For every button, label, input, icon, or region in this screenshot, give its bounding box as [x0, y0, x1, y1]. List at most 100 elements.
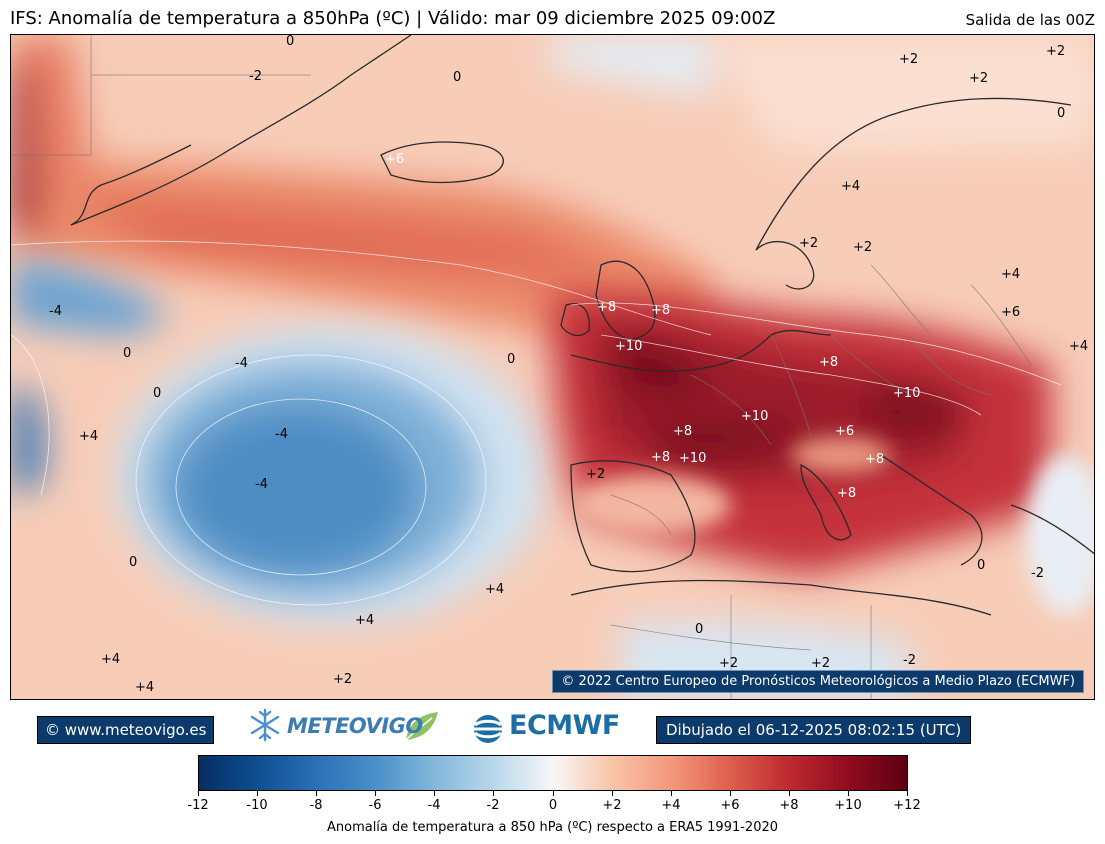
- colorbar-caption: Anomalía de temperatura a 850 hPa (ºC) r…: [326, 820, 779, 835]
- snowflake-icon: [250, 708, 280, 742]
- contour-label: +2: [969, 71, 988, 86]
- colorbar-tick-label: -6: [368, 798, 382, 813]
- colorbar-tick-label: -12: [187, 798, 209, 813]
- italy-outline: [800, 463, 852, 541]
- contour-label: +2: [899, 52, 918, 67]
- colorbar-tick-mark: [316, 791, 317, 796]
- colorbar-tick-label: -4: [427, 798, 441, 813]
- iceland-outline: [380, 141, 504, 184]
- colorbar: [198, 755, 908, 791]
- colorbar-ticks: -12 -10 -8 -6 -4 -2 0 +2 +4 +6 +8 +10 +12: [187, 791, 921, 813]
- contour-label: +8: [837, 486, 856, 501]
- warm-anomaly-bands: [11, 35, 1094, 365]
- colorbar-tick-mark: [907, 791, 908, 796]
- colorbar-tick-mark: [434, 791, 435, 796]
- great-britain-outline: [595, 260, 656, 341]
- meteovigo-logo: [250, 708, 438, 742]
- contour-label: +6: [385, 152, 404, 167]
- contour-label: +10: [679, 451, 706, 466]
- contour-label: +4: [841, 179, 860, 194]
- contour-label: 0: [977, 558, 985, 573]
- contour-label: +10: [741, 409, 768, 424]
- map-canvas: 0 +2 +2 +2 -2 0 +6 +4 +2 +2 +4 +6 +4 +8 …: [11, 35, 1094, 699]
- meteovigo-link[interactable]: © www.meteovigo.es: [37, 716, 215, 744]
- contour-label: +8: [673, 424, 692, 439]
- colorbar-tick-label: +6: [720, 798, 740, 813]
- map-title: IFS: Anomalía de temperatura a 850hPa (º…: [10, 8, 776, 29]
- contour-label: 0: [695, 622, 703, 637]
- iberia-outline: [570, 460, 696, 573]
- contour-label: +4: [485, 582, 504, 597]
- contour-label: 0: [123, 346, 131, 361]
- colorbar-tick-mark: [257, 791, 258, 796]
- contour-label: +4: [135, 680, 154, 695]
- contour-label: +4: [101, 652, 120, 667]
- contour-label: +2: [799, 236, 818, 251]
- colorbar-tick-mark: [375, 791, 376, 796]
- contour-label: +4: [355, 613, 374, 628]
- colorbar-tick-label: +2: [602, 798, 622, 813]
- contour-label: +4: [79, 429, 98, 444]
- contour-label: +4: [1001, 267, 1020, 282]
- contour-label: 0: [453, 70, 461, 85]
- drawn-timestamp: Dibujado el 06-12-2025 08:02:15 (UTC): [656, 716, 972, 744]
- colorbar-tick-mark: [789, 791, 790, 796]
- colorbar-tick-mark: [553, 791, 554, 796]
- colorbar-tick-label: +8: [779, 798, 799, 813]
- contour-label: -4: [235, 356, 248, 371]
- contour-label: -2: [249, 69, 262, 84]
- model-run-label: Salida de las 00Z: [965, 11, 1095, 29]
- contour-label: +2: [719, 656, 738, 671]
- colorbar-tick-label: +12: [893, 798, 921, 813]
- contour-label: +2: [811, 656, 830, 671]
- contour-label: +8: [651, 450, 670, 465]
- colorbar-tick-mark: [198, 791, 199, 796]
- colorbar-tick-label: +10: [834, 798, 862, 813]
- ireland-outline: [560, 303, 590, 337]
- contour-labels: 0 +2 +2 +2 -2 0 +6 +4 +2 +2 +4 +6 +4 +8 …: [49, 35, 1088, 695]
- colorbar-tick-label: -8: [309, 798, 323, 813]
- contour-label: -4: [275, 427, 288, 442]
- contour-label: +2: [333, 672, 352, 687]
- ecmwf-wordmark: ECMWF: [509, 710, 620, 741]
- colorbar-tick-label: -10: [246, 798, 268, 813]
- country-borders: [11, 35, 1032, 699]
- contour-label: +10: [615, 339, 642, 354]
- ecmwf-copyright: © 2022 Centro Europeo de Pronósticos Met…: [552, 670, 1084, 693]
- anomaly-map[interactable]: 0 +2 +2 +2 -2 0 +6 +4 +2 +2 +4 +6 +4 +8 …: [10, 34, 1095, 700]
- contour-label: +4: [1069, 339, 1088, 354]
- contour-label: +8: [651, 303, 670, 318]
- contour-label: -2: [1031, 566, 1044, 581]
- cold-anomaly-blob: [11, 260, 911, 699]
- leaf-icon: [405, 712, 438, 741]
- ecmwf-icon: [472, 715, 504, 743]
- contour-label: +8: [865, 452, 884, 467]
- contour-label: +8: [819, 355, 838, 370]
- colorbar-tick-label: +4: [661, 798, 681, 813]
- contour-label: +2: [1046, 44, 1065, 59]
- contour-label: +2: [853, 240, 872, 255]
- meteovigo-wordmark: METEOVIGO: [287, 714, 423, 738]
- colorbar-tick-mark: [671, 791, 672, 796]
- contour-label: -4: [49, 304, 62, 319]
- contour-label: 0: [286, 35, 294, 49]
- contour-label: +6: [1001, 305, 1020, 320]
- coastlines: [70, 35, 1094, 616]
- colorbar-tick-mark: [730, 791, 731, 796]
- contour-label: 0: [1057, 106, 1065, 121]
- isolines: [11, 240, 1062, 606]
- contour-label: 0: [129, 555, 137, 570]
- contour-label: +6: [835, 424, 854, 439]
- scandinavia-outline: [755, 97, 1072, 251]
- colorbar-tick-mark: [848, 791, 849, 796]
- contour-label: +8: [597, 300, 616, 315]
- colorbar-tick-mark: [612, 791, 613, 796]
- colorbar-tick-label: -2: [486, 798, 500, 813]
- contour-label: +2: [586, 467, 605, 482]
- colorbar-tick-label: 0: [548, 798, 558, 813]
- contour-label: 0: [153, 386, 161, 401]
- contour-label: -2: [903, 653, 916, 668]
- colorbar-tick-mark: [493, 791, 494, 796]
- contour-label: -4: [255, 477, 268, 492]
- contour-label: 0: [507, 352, 515, 367]
